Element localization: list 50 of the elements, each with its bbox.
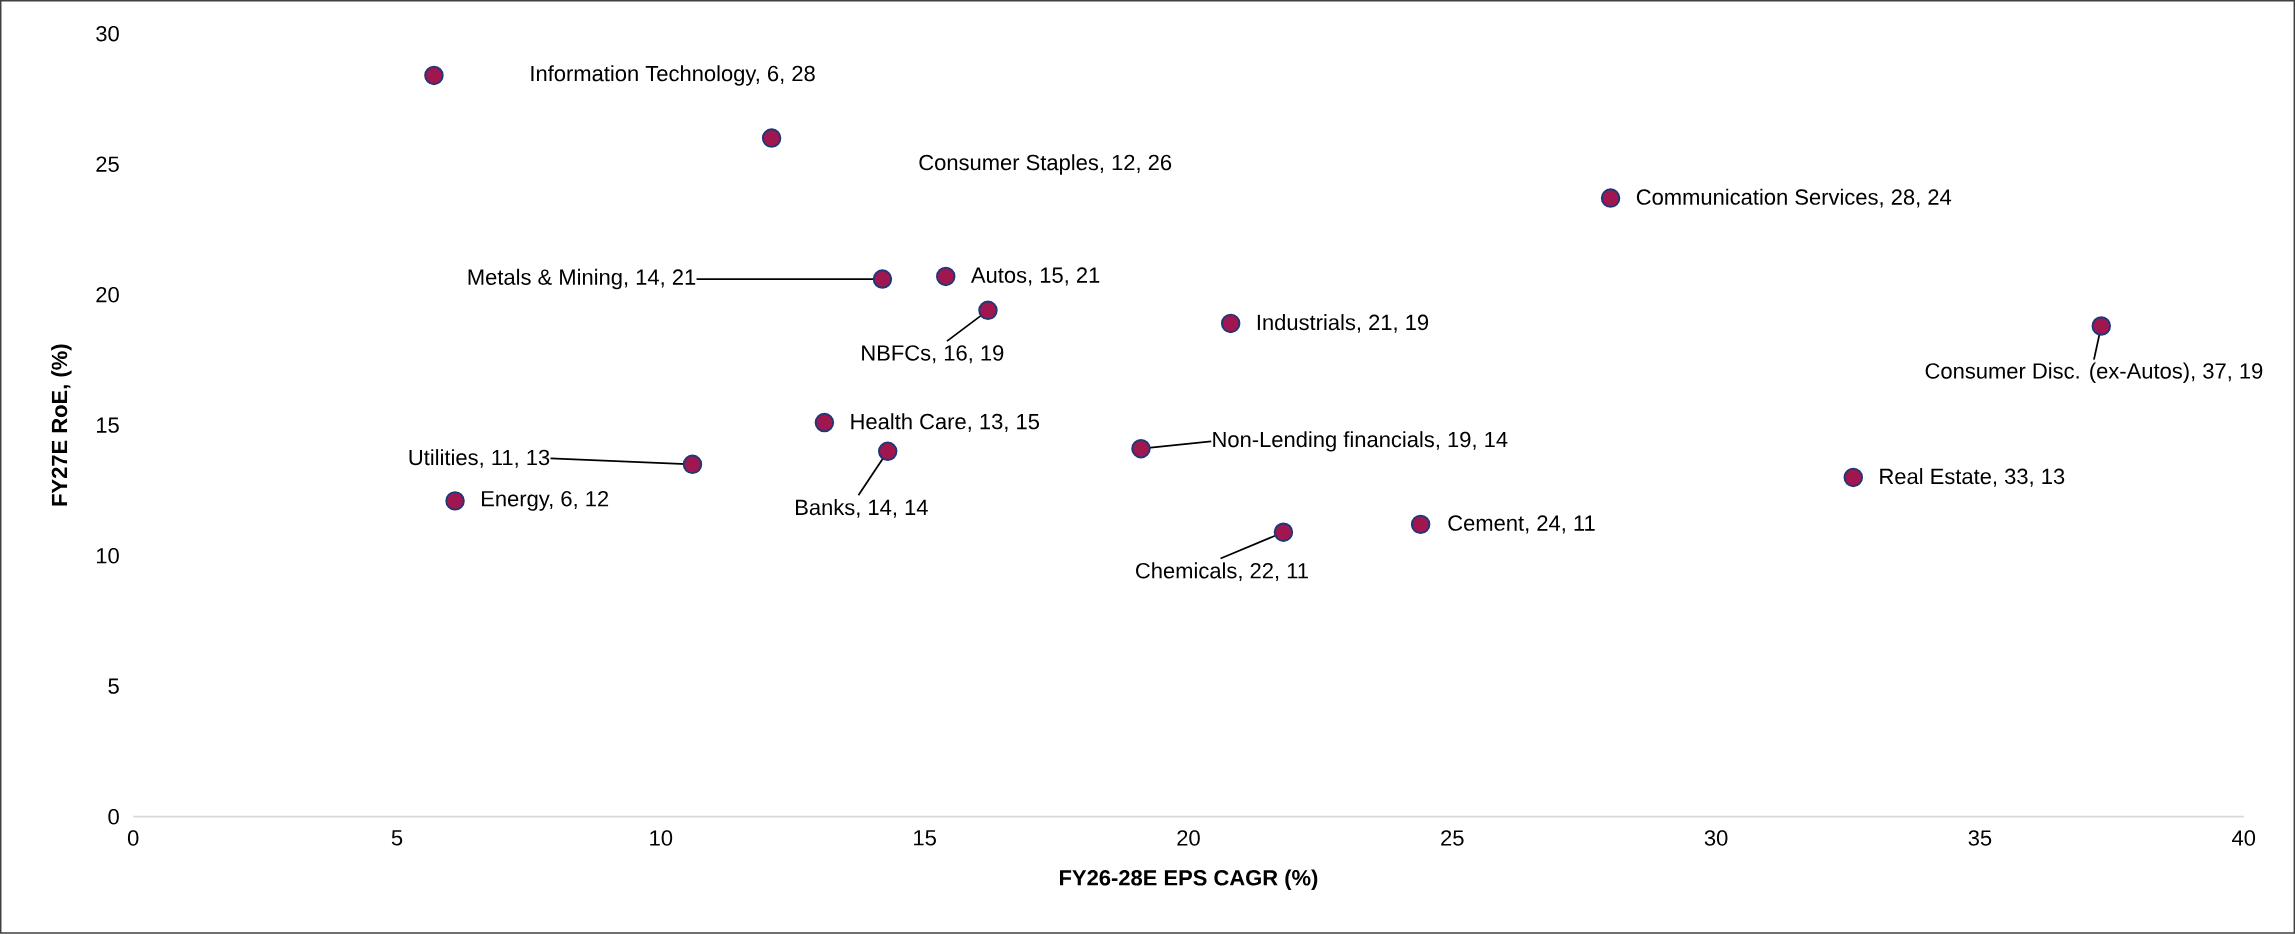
point xyxy=(1843,467,1864,488)
x-axis-title: FY26-28E EPS CAGR (%) xyxy=(1060,869,1318,890)
x-tick-label: 30 xyxy=(1704,830,1728,846)
x-tick-label: 35 xyxy=(1968,830,1992,846)
annotation: Information Technology, 6, 28 xyxy=(531,65,815,86)
annotation: Chemicals, 22, 11 xyxy=(1136,562,1308,582)
point xyxy=(872,269,893,289)
point xyxy=(424,65,444,86)
x-tick-label: 0 xyxy=(127,830,139,846)
y-tick-label: 25 xyxy=(96,156,119,173)
y-tick-label: 0 xyxy=(108,809,119,825)
annotation: Cement, 24, 11 xyxy=(1448,515,1595,534)
y-tick-label: 20 xyxy=(96,287,119,303)
point xyxy=(1600,188,1621,208)
x-tick-label: 15 xyxy=(914,830,936,846)
annotation: Real Estate, 33, 13 xyxy=(1880,468,2065,487)
point xyxy=(978,300,998,321)
point xyxy=(761,128,782,148)
annotation: Health Care, 13, 15 xyxy=(851,413,1040,433)
x-tick-label: 20 xyxy=(1177,830,1200,846)
point xyxy=(2091,316,2111,336)
annotation: Non-Lending financials, 19, 14 xyxy=(1213,431,1508,452)
point xyxy=(445,491,465,511)
x-tick-label: 10 xyxy=(650,830,673,846)
annotation: Industrials, 21, 19 xyxy=(1257,314,1429,333)
point xyxy=(1273,522,1294,543)
annotation: Consumer Disc. (ex-Autos), 37, 19 xyxy=(1925,362,2263,384)
y-axis-title: FY27E RoE, (%) xyxy=(51,344,72,506)
point xyxy=(1410,514,1431,535)
point xyxy=(682,454,703,475)
y-tick-label: 5 xyxy=(108,678,119,694)
annotation: Consumer Staples, 12, 26 xyxy=(919,154,1172,175)
annotation: Metals & Mining, 14, 21 xyxy=(468,268,696,290)
point xyxy=(936,266,956,287)
point xyxy=(877,441,898,462)
annotation: Banks, 14, 14 xyxy=(796,499,928,518)
annotation: Energy, 6, 12 xyxy=(482,491,609,511)
annotation: NBFCs, 16, 19 xyxy=(862,345,1004,364)
point xyxy=(814,412,835,433)
point xyxy=(1131,439,1151,459)
point xyxy=(1220,313,1241,334)
x-tick-label: 25 xyxy=(1441,830,1464,846)
annotation: Communication Services, 28, 24 xyxy=(1636,188,1952,208)
x-tick-label: 40 xyxy=(2232,830,2256,846)
y-tick-label: 10 xyxy=(96,548,119,564)
x-tick-label: 5 xyxy=(391,830,403,846)
y-tick-label: 30 xyxy=(96,25,119,42)
y-tick-label: 15 xyxy=(96,417,119,433)
annotation: Utilities, 11, 13 xyxy=(409,449,550,468)
annotation: Autos, 15, 21 xyxy=(970,267,1100,286)
